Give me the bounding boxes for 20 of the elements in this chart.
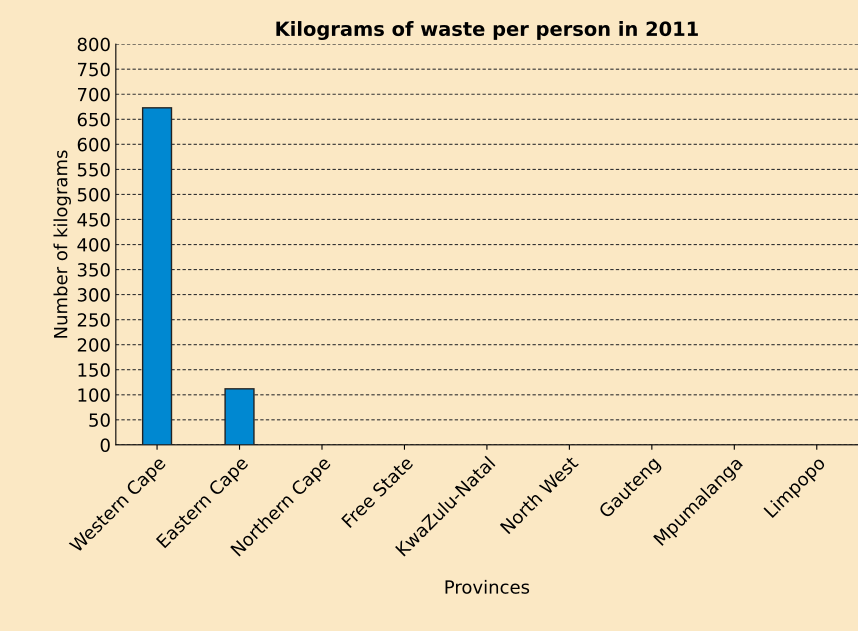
- y-tick-label: 50: [89, 413, 110, 427]
- y-tick-label: 0: [100, 438, 110, 452]
- y-tick-label: 550: [78, 162, 110, 176]
- y-tick-label: 100: [78, 388, 110, 402]
- y-tick-label: 800: [78, 38, 110, 52]
- y-tick-label: 700: [78, 88, 110, 102]
- y-tick-label: 450: [77, 212, 110, 227]
- y-tick-label: 350: [78, 263, 110, 277]
- y-axis-title: Number of kilograms: [53, 150, 71, 338]
- chart-title: Kilograms of waste per person in 2011: [276, 21, 698, 40]
- y-tick-label: 650: [78, 112, 110, 126]
- x-axis-title: Provinces: [446, 580, 530, 594]
- y-tick-label: 500: [78, 188, 110, 202]
- y-tick-label: 400: [77, 238, 110, 252]
- y-tick-label: 600: [78, 138, 110, 152]
- y-tick-label: 250: [78, 313, 110, 327]
- y-tick-label: 150: [78, 363, 110, 377]
- y-tick-label: 200: [78, 338, 110, 352]
- y-tick-label: 300: [78, 288, 110, 302]
- y-tick-label: 750: [78, 62, 110, 76]
